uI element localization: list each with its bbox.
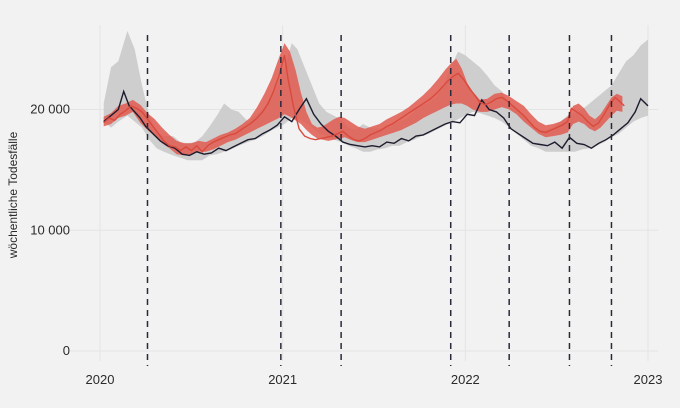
marker-layer: [146, 35, 613, 366]
x-tick-label: 2022: [451, 372, 480, 387]
y-tick-label: 0: [63, 343, 70, 358]
x-tick-label: 2023: [634, 372, 663, 387]
observed-deaths-line: [103, 55, 625, 153]
y-tick-label: 20 000: [30, 102, 70, 117]
y-tick-label: 10 000: [30, 222, 70, 237]
axis-layer: 2020 2021 2022 2023 0 10 000 20 000: [30, 102, 662, 387]
x-tick-label: 2021: [268, 372, 297, 387]
x-tick-label: 2020: [86, 372, 115, 387]
expected-deaths-line: [103, 89, 649, 157]
line-layer: [103, 55, 649, 157]
excess-band-layer: [103, 43, 623, 156]
y-axis-label: wöchentliche Todesfälle: [6, 131, 20, 259]
excess-deaths-band: [103, 43, 623, 156]
